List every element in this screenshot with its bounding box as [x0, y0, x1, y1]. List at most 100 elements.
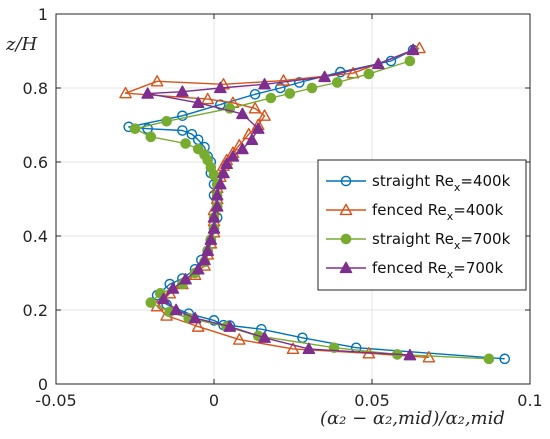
y-tick-label-5: 1	[38, 5, 48, 24]
series-3-point-31	[372, 57, 385, 70]
series-3-point-5	[169, 303, 183, 316]
series-2-point-34	[404, 55, 416, 67]
series-2-point-32	[331, 77, 343, 88]
series-3-point-7	[166, 282, 180, 294]
series-3-point-0	[403, 348, 417, 361]
y-tick-label-1: 0.2	[23, 301, 48, 320]
series-1-point-32	[277, 74, 290, 86]
y-tick-label-2: 0.4	[23, 227, 48, 246]
series-3-point-22	[245, 133, 259, 145]
series-3-point-12	[204, 233, 218, 245]
x-tick-label-3: 0.1	[517, 391, 542, 410]
series-3-point-6	[157, 292, 170, 305]
series-2-point-23	[192, 143, 204, 155]
series-3-point-1	[302, 342, 316, 355]
series-0-point-0	[499, 353, 511, 365]
series-0-point-26	[186, 128, 198, 140]
series-1-point-0	[422, 351, 436, 363]
series-3-point-9	[191, 263, 205, 275]
series-3-point-17	[214, 177, 227, 190]
legend-label-sub-0: x	[454, 181, 461, 194]
legend-label-0: straight Rex=400k	[372, 172, 511, 194]
series-1-point-34	[413, 41, 426, 54]
x-tick-label-1: 0	[209, 391, 219, 410]
x-tick-label-2: 0.05	[354, 391, 390, 410]
legend-label-main-3: fenced Re	[372, 259, 447, 277]
y-tick-label-3: 0.6	[23, 153, 48, 172]
series-3-point-14	[207, 211, 221, 223]
series-3-point-26	[141, 87, 154, 99]
series-3-point-29	[258, 77, 271, 90]
series-0-point-31	[215, 99, 226, 110]
series-0-point-32	[249, 88, 261, 100]
series-3-point-13	[207, 222, 221, 234]
series-1-point-28	[201, 92, 214, 105]
y-tick-label-0: 0	[38, 375, 48, 394]
legend-marker-1	[339, 203, 353, 216]
series-2-point-24	[180, 138, 191, 149]
x-axis-label: (α₂ − α₂,mid)/α₂,mid	[320, 408, 505, 429]
series-2-point-7	[145, 297, 157, 308]
series-3-point-18	[217, 166, 230, 179]
x-tick-label-0: -0.05	[35, 391, 76, 410]
legend-marker-3	[339, 261, 353, 274]
plot-frame	[55, 13, 531, 385]
series-3-point-20	[226, 150, 240, 162]
series-3	[141, 43, 420, 361]
series-0-point-6	[208, 315, 220, 326]
series-3-point-28	[214, 81, 227, 94]
series-layer	[119, 41, 511, 365]
legend-label-tail-3: =700k	[453, 259, 503, 277]
series-2-point-29	[265, 92, 277, 104]
series-1-point-2	[286, 342, 300, 355]
series-1-point-26	[248, 102, 262, 114]
series-3-point-15	[210, 200, 224, 212]
series-1-point-25	[258, 109, 271, 121]
series-3-point-27	[176, 85, 189, 97]
series-3-point-4	[188, 311, 202, 324]
legend-label-tail-1: =400k	[453, 201, 503, 219]
series-2-point-30	[284, 88, 296, 99]
series-1-point-3	[232, 333, 246, 345]
series-3-point-10	[198, 253, 211, 266]
series-3-point-11	[201, 244, 214, 256]
series-2-point-27	[161, 116, 172, 127]
series-2-point-25	[145, 131, 157, 143]
legend-label-sub-2: x	[454, 239, 461, 252]
legend-label-tail-0: =400k	[460, 172, 510, 190]
y-tick-label-4: 0.8	[23, 79, 48, 98]
y-axis-label: z/H	[5, 34, 38, 55]
series-2-point-26	[129, 123, 141, 134]
series-3-point-24	[236, 107, 249, 120]
legend-label-2: straight Rex=700k	[372, 230, 511, 252]
legend-label-main-1: fenced Re	[372, 201, 447, 219]
series-1-point-4	[191, 320, 205, 332]
legend-label-1: fenced Rex=400k	[372, 201, 503, 223]
series-3-point-3	[223, 320, 237, 332]
series-2-point-31	[306, 82, 318, 94]
series-0-point-34	[294, 77, 305, 88]
series-3-point-32	[406, 43, 420, 56]
series-3-point-30	[318, 70, 331, 83]
series-2-point-0	[483, 353, 495, 365]
series-3-point-21	[236, 142, 249, 155]
series-2-point-33	[363, 68, 375, 80]
legend-label-main-0: straight Re	[372, 172, 454, 190]
series-3-point-19	[220, 157, 233, 170]
legend-label-sub-3: x	[447, 268, 454, 281]
series-1-point-29	[119, 86, 132, 99]
series-1-point-30	[150, 75, 164, 87]
series-3-point-25	[191, 96, 205, 108]
ticks: -0.05 0 0.05 0.100.20.40.60.81	[23, 5, 543, 410]
legend-label-3: fenced Rex=700k	[372, 259, 503, 281]
legend-label-tail-2: =700k	[460, 230, 510, 248]
series-3-point-16	[210, 188, 224, 201]
legend-label-sub-1: x	[447, 210, 454, 223]
legend-marker-2	[340, 233, 352, 245]
legend-label-main-2: straight Re	[372, 230, 454, 248]
series-3-point-8	[179, 272, 192, 285]
series-0-point-30	[177, 110, 188, 122]
series-3-point-2	[258, 331, 271, 343]
